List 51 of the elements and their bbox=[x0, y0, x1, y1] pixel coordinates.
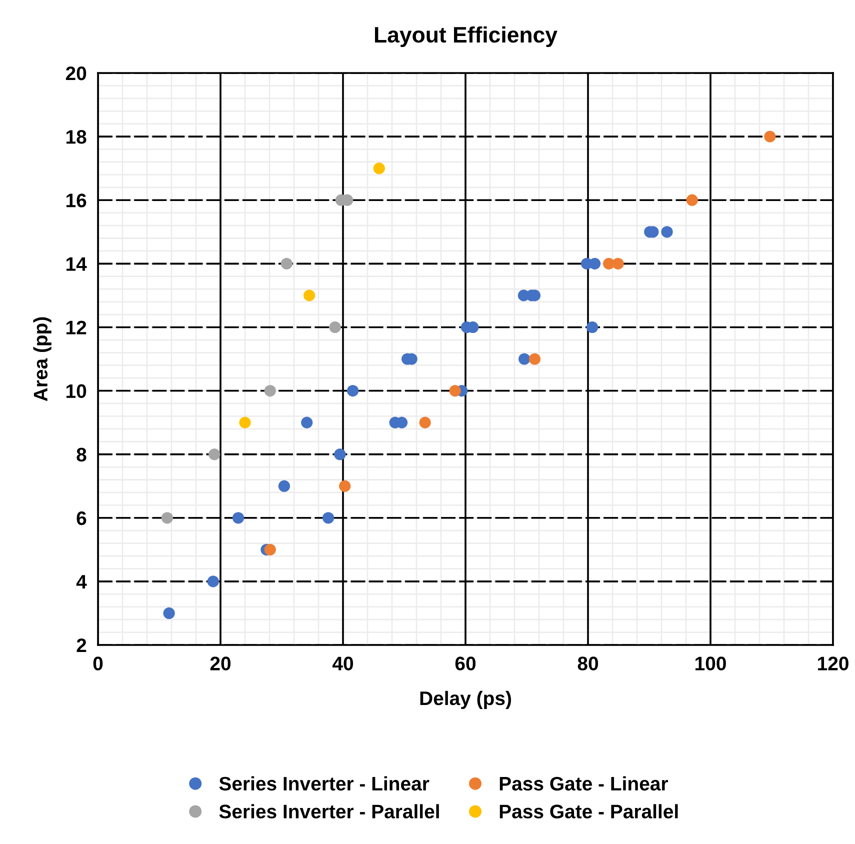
point bbox=[334, 448, 346, 460]
point bbox=[449, 384, 461, 397]
point bbox=[346, 384, 359, 397]
x-tick-label: 0 bbox=[93, 656, 103, 670]
point bbox=[264, 384, 276, 397]
point bbox=[264, 544, 276, 556]
point bbox=[322, 512, 334, 524]
y-tick-label: 14 bbox=[66, 257, 87, 271]
point bbox=[339, 480, 351, 492]
legend-label: Pass Gate - Parallel bbox=[500, 804, 678, 818]
y-tick-label: 16 bbox=[66, 194, 86, 208]
y-tick-label: 4 bbox=[76, 575, 87, 588]
point bbox=[239, 416, 251, 428]
point bbox=[280, 258, 292, 270]
point bbox=[612, 258, 624, 270]
point bbox=[373, 162, 385, 174]
point bbox=[278, 480, 290, 492]
point bbox=[764, 130, 776, 142]
x-tick-label: 100 bbox=[696, 656, 726, 670]
y-tick-label: 20 bbox=[66, 66, 86, 80]
y-axis-title: Area (pp) bbox=[33, 317, 52, 402]
y-tick-label: 2 bbox=[76, 638, 86, 652]
point bbox=[586, 321, 598, 334]
point bbox=[419, 416, 431, 428]
x-tick-label: 20 bbox=[210, 656, 231, 670]
y-tick-label: 12 bbox=[66, 320, 86, 334]
point bbox=[208, 448, 220, 460]
y-tick-label: 18 bbox=[66, 130, 86, 144]
y-tick-label: 10 bbox=[66, 384, 86, 398]
x-tick-label: 120 bbox=[818, 656, 848, 670]
point bbox=[518, 353, 530, 365]
point bbox=[686, 194, 698, 206]
point bbox=[661, 226, 673, 238]
x-tick-label: 80 bbox=[578, 656, 598, 670]
point bbox=[163, 607, 175, 620]
x-axis-title: Delay (ps) bbox=[420, 690, 511, 710]
point bbox=[304, 290, 316, 302]
x-tick-label: 40 bbox=[332, 656, 354, 670]
point bbox=[207, 576, 219, 588]
y-tick-label: 8 bbox=[76, 448, 86, 462]
legend-label: Series Inverter - Linear bbox=[219, 776, 430, 791]
legend-label: Pass Gate - Linear bbox=[500, 776, 668, 791]
point bbox=[329, 321, 341, 334]
point bbox=[232, 512, 244, 524]
x-tick-label: 60 bbox=[455, 656, 476, 670]
point bbox=[528, 353, 541, 365]
point bbox=[161, 512, 174, 524]
chart-title: Layout Efficiency bbox=[374, 26, 558, 48]
y-tick-label: 6 bbox=[76, 511, 86, 526]
point bbox=[301, 416, 313, 428]
legend-label: Series Inverter - Parallel bbox=[219, 804, 439, 818]
